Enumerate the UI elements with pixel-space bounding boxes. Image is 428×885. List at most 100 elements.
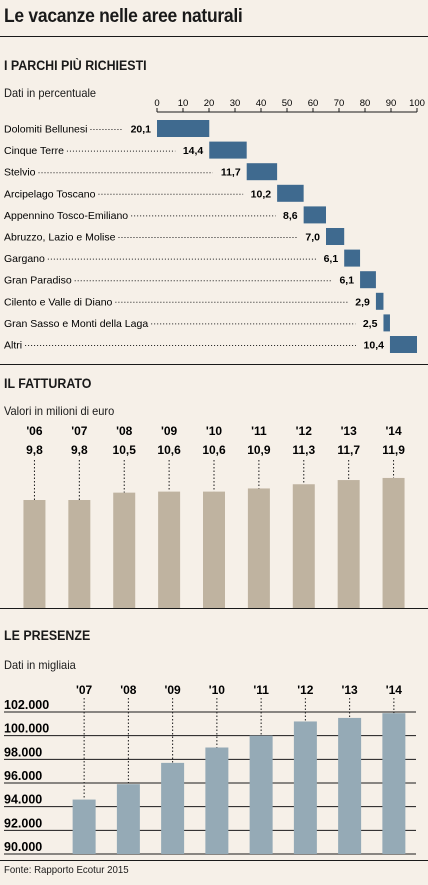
bar [23,500,46,608]
bar [338,717,362,854]
x-tick-label: 100 [409,98,425,109]
year-label: '08 [120,683,137,697]
year-label: '07 [76,683,93,697]
bar [246,163,278,181]
year-label: '08 [116,424,133,438]
value-label: 10,6 [157,443,181,457]
value-label: 9,8 [26,443,43,457]
value-label: 11,7 [221,167,241,179]
value-label: 11,7 [337,443,360,457]
bar [382,477,405,608]
x-tick-label: 0 [154,98,159,109]
value-label: 6,1 [339,275,354,287]
category-label: Gran Sasso e Monti della Laga [4,318,148,330]
year-label: '06 [26,424,43,438]
revenue-divider [0,608,428,609]
x-tick-label: 20 [204,98,215,109]
revenue-chart: '06 9,8 '07 9,8 '08 10,5 '09 10,6 '10 10,6 '11 10,9… [23,424,405,608]
year-label: '11 [251,424,267,438]
bar [247,488,270,608]
bar [249,735,273,854]
bar [344,249,361,267]
category-label: Abruzzo, Lazio e Molise [4,232,116,244]
x-tick-label: 30 [230,98,241,109]
x-tick-label: 10 [178,98,189,109]
x-tick-label: 40 [256,98,267,109]
page-title: Le vacanze nelle aree naturali [4,6,243,27]
value-label: 10,9 [247,443,271,457]
bar [113,492,136,608]
category-label: Appennino Tosco-Emiliano [4,210,128,222]
parks-chart: 0 10 20 30 40 50 60 70 80 90 100 Dolomiti Bellunesi… [4,98,425,353]
presence-subtitle: Dati in migliaia [4,658,76,672]
value-label: 7,0 [305,232,320,244]
bar [303,206,326,224]
year-label: '10 [209,683,226,697]
value-label: 10,2 [251,188,272,200]
parks-divider [0,364,428,365]
bar [326,228,345,245]
bar [292,484,315,608]
x-tick-label: 70 [334,98,345,109]
x-tick-label: 90 [386,98,397,109]
category-label: Gargano [4,253,45,265]
y-tick-label: 96.000 [4,769,42,783]
value-label: 9,8 [71,443,88,457]
presence-chart: 90.000 92.000 94.000 96.000 98.000 100.000 102… [4,683,416,855]
parks-subtitle: Dati in percentuale [4,86,97,100]
bar [68,500,91,608]
value-label: 11,9 [382,443,405,457]
x-tick-label: 50 [282,98,293,109]
bar [158,491,181,608]
bar [157,120,210,137]
source-divider [0,860,428,861]
value-label: 20,1 [131,124,152,136]
year-label: '13 [342,683,359,697]
bar [277,184,304,202]
value-label: 8,6 [283,210,298,222]
value-label: 10,6 [202,443,226,457]
category-label: Cilento e Valle di Diano [4,296,113,308]
year-label: '07 [71,424,88,438]
year-label: '12 [297,683,314,697]
x-tick-label: 60 [308,98,319,109]
year-label: '10 [206,424,223,438]
y-tick-label: 100.000 [4,722,49,736]
y-tick-label: 98.000 [4,745,42,759]
bar [209,141,247,159]
revenue-section-title: IL FATTURATO [4,376,92,391]
category-label: Altri [4,340,22,352]
year-label: '14 [385,424,402,438]
presence-section-title: LE PRESENZE [4,628,91,643]
bar [337,480,360,608]
category-label: Cinque Terre [4,145,64,157]
bar [205,747,229,854]
year-label: '09 [165,683,182,697]
y-tick-label: 90.000 [4,840,42,854]
bar [375,292,384,310]
bar [203,491,225,608]
category-label: Gran Paradiso [4,275,72,287]
parks-section-title: I PARCHI PIÙ RICHIESTI [4,58,147,73]
bar [389,336,417,353]
value-label: 10,5 [113,443,137,457]
category-label: Stelvio [4,167,36,179]
bar [116,784,140,854]
x-tick-label: 80 [360,98,371,109]
value-label: 11,3 [292,443,315,457]
title-divider [0,36,428,37]
year-label: '11 [253,683,269,697]
y-tick-label: 94.000 [4,793,42,807]
source-note: Fonte: Rapporto Ecotur 2015 [4,864,129,876]
year-label: '14 [386,683,403,697]
value-label: 14,4 [183,145,204,157]
value-label: 6,1 [324,253,339,265]
bar [382,713,406,854]
bar [383,314,390,332]
bar [360,271,376,289]
value-label: 2,5 [363,318,378,330]
bar [293,721,317,854]
category-label: Dolomiti Bellunesi [4,124,87,136]
y-tick-label: 92.000 [4,816,42,830]
year-label: '12 [296,424,313,438]
